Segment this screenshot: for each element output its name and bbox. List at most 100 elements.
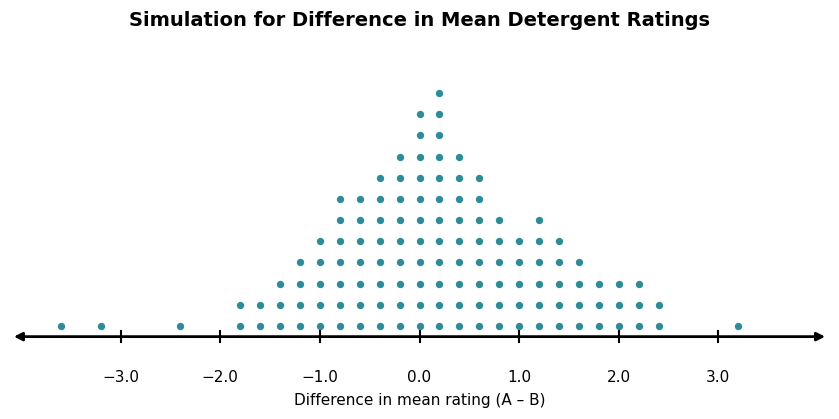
Point — [552, 302, 565, 308]
Point — [552, 259, 565, 266]
Point — [572, 323, 586, 329]
Point — [333, 280, 347, 287]
Point — [732, 323, 745, 329]
Point — [373, 302, 387, 308]
Point — [513, 238, 526, 245]
Point — [333, 238, 347, 245]
Point — [393, 259, 406, 266]
Point — [393, 196, 406, 202]
Point — [294, 302, 307, 308]
Point — [452, 238, 466, 245]
Point — [472, 259, 486, 266]
Point — [452, 196, 466, 202]
Point — [174, 323, 187, 329]
Point — [532, 323, 545, 329]
Point — [452, 259, 466, 266]
Point — [492, 238, 506, 245]
Point — [513, 259, 526, 266]
Point — [652, 302, 665, 308]
Point — [353, 259, 367, 266]
Point — [452, 217, 466, 223]
Point — [492, 323, 506, 329]
Point — [274, 280, 287, 287]
Point — [433, 90, 446, 96]
Point — [353, 323, 367, 329]
Point — [612, 323, 625, 329]
Point — [433, 111, 446, 117]
Point — [433, 196, 446, 202]
Point — [253, 302, 267, 308]
Point — [552, 238, 565, 245]
Point — [532, 259, 545, 266]
Point — [294, 323, 307, 329]
Point — [413, 111, 426, 117]
Point — [333, 217, 347, 223]
Point — [433, 132, 446, 139]
Point — [652, 323, 665, 329]
Point — [452, 302, 466, 308]
Point — [452, 153, 466, 160]
Point — [433, 302, 446, 308]
Point — [632, 302, 645, 308]
Point — [353, 302, 367, 308]
Point — [313, 302, 326, 308]
Point — [433, 238, 446, 245]
Point — [373, 323, 387, 329]
Point — [274, 302, 287, 308]
Point — [612, 302, 625, 308]
Point — [313, 323, 326, 329]
Point — [433, 280, 446, 287]
Point — [472, 196, 486, 202]
Point — [552, 323, 565, 329]
Point — [353, 196, 367, 202]
Point — [472, 217, 486, 223]
Point — [592, 280, 606, 287]
Point — [393, 153, 406, 160]
Point — [393, 238, 406, 245]
Point — [492, 259, 506, 266]
Point — [313, 238, 326, 245]
Point — [253, 323, 267, 329]
Point — [472, 302, 486, 308]
Point — [413, 196, 426, 202]
Point — [492, 302, 506, 308]
Point — [532, 217, 545, 223]
Point — [313, 259, 326, 266]
Point — [472, 238, 486, 245]
Point — [353, 280, 367, 287]
Point — [294, 280, 307, 287]
Point — [552, 280, 565, 287]
Point — [393, 302, 406, 308]
Point — [413, 174, 426, 181]
Point — [353, 238, 367, 245]
Point — [452, 174, 466, 181]
Point — [413, 132, 426, 139]
Point — [274, 323, 287, 329]
Point — [433, 174, 446, 181]
Point — [492, 280, 506, 287]
Point — [333, 302, 347, 308]
Point — [513, 302, 526, 308]
Point — [513, 280, 526, 287]
Point — [472, 174, 486, 181]
Point — [472, 323, 486, 329]
Point — [294, 259, 307, 266]
Point — [433, 217, 446, 223]
Point — [55, 323, 68, 329]
Point — [233, 302, 247, 308]
Point — [413, 238, 426, 245]
Point — [592, 323, 606, 329]
Point — [413, 302, 426, 308]
Point — [313, 280, 326, 287]
Point — [452, 323, 466, 329]
Point — [592, 302, 606, 308]
Point — [572, 259, 586, 266]
Point — [373, 238, 387, 245]
Title: Simulation for Difference in Mean Detergent Ratings: Simulation for Difference in Mean Deterg… — [129, 11, 710, 30]
Point — [632, 323, 645, 329]
Point — [413, 259, 426, 266]
Point — [393, 323, 406, 329]
Point — [393, 217, 406, 223]
Point — [452, 280, 466, 287]
Point — [393, 280, 406, 287]
